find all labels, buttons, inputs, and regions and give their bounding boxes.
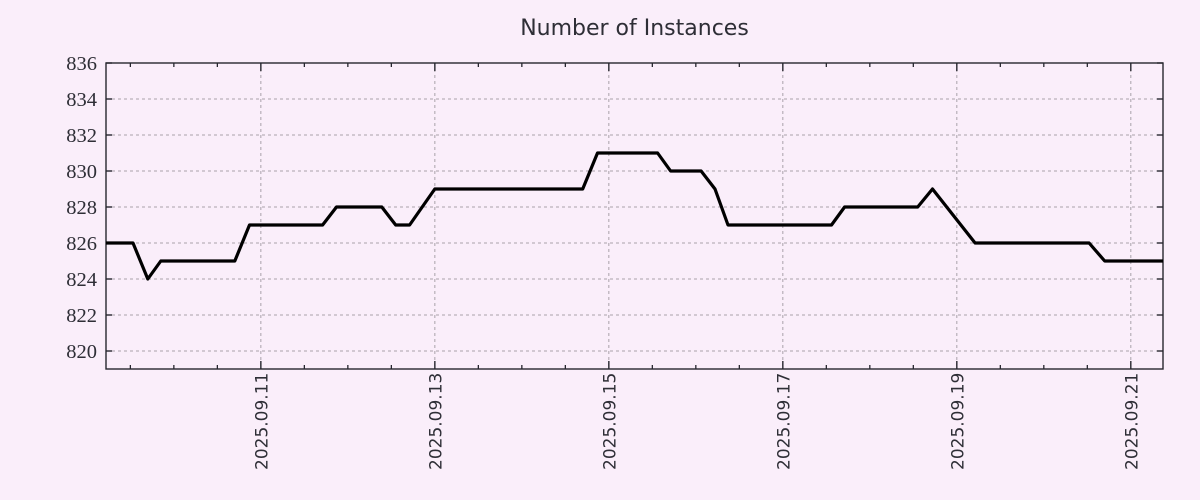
chart-title: Number of Instances	[520, 16, 749, 41]
plot-border	[105, 62, 1164, 370]
y-tick-label: 834	[66, 89, 97, 111]
x-tick-label: 2025.09.15	[600, 373, 620, 470]
y-tick-label: 820	[66, 341, 97, 363]
y-tick-label: 830	[66, 161, 97, 183]
x-tick-label: 2025.09.17	[774, 373, 794, 470]
y-tick-label: 832	[66, 125, 97, 147]
y-tick-label: 828	[66, 197, 97, 219]
x-tick-label: 2025.09.13	[426, 373, 446, 470]
y-tick-label: 836	[66, 53, 97, 75]
plot-background	[106, 63, 1163, 369]
x-tick-label: 2025.09.11	[252, 373, 272, 470]
y-tick-label: 824	[66, 269, 97, 291]
y-tick-label: 822	[66, 305, 97, 327]
x-tick-label: 2025.09.21	[1122, 373, 1142, 470]
y-tick-label: 826	[66, 233, 97, 255]
data-line-instances	[106, 151, 1163, 281]
x-tick-label: 2025.09.19	[948, 373, 968, 470]
